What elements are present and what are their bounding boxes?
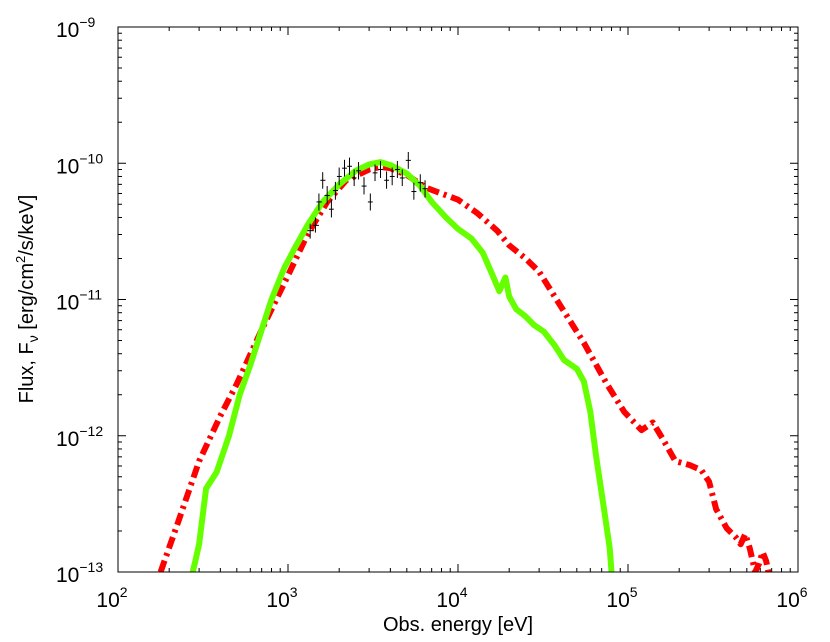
data-point <box>417 174 423 192</box>
data-point <box>320 172 326 189</box>
x-tick-label-exp: 3 <box>290 584 298 600</box>
data-point <box>328 199 334 218</box>
data-point <box>384 171 390 189</box>
y-axis-label-main: Flux, F <box>16 342 38 403</box>
plot-frame <box>117 26 799 573</box>
data-point <box>347 157 353 175</box>
y-axis-label: Flux, Fν [erg/cm2/s/keV] <box>13 195 41 404</box>
x-tick-label-base: 10 <box>96 589 119 612</box>
x-tick-label: 102 <box>96 584 127 612</box>
y-tick-label-exp: −9 <box>79 14 95 30</box>
data-point <box>399 169 405 187</box>
y-tick-label: 10−10 <box>56 150 103 178</box>
data-point <box>372 164 378 182</box>
data-point <box>394 160 400 178</box>
y-tick-label-exp: −12 <box>79 423 103 439</box>
y-tick-label: 10−9 <box>56 14 96 42</box>
data-point <box>389 167 395 186</box>
x-tick-labels: 102 103 104 105 106 <box>96 584 807 612</box>
y-tick-label-exp: −13 <box>79 559 103 575</box>
x-tick-label-base: 10 <box>776 589 799 612</box>
x-tick-label-exp: 2 <box>120 584 128 600</box>
x-tick-label-exp: 6 <box>800 584 808 600</box>
y-axis-label-unit-a: [erg/cm <box>16 263 38 335</box>
data-point <box>378 160 383 178</box>
x-tick-label: 103 <box>266 584 297 612</box>
x-tick-label-exp: 4 <box>460 584 468 600</box>
data-points-layer <box>307 151 428 239</box>
data-point <box>411 182 417 200</box>
x-tick-label-base: 10 <box>436 589 459 612</box>
data-point <box>307 223 314 239</box>
y-tick-label-base: 10 <box>56 19 79 42</box>
data-point <box>324 186 330 205</box>
data-point <box>405 151 411 169</box>
data-point <box>312 217 319 233</box>
x-tick-label-base: 10 <box>266 589 289 612</box>
x-tick-label-base: 10 <box>606 589 629 612</box>
y-tick-label-base: 10 <box>56 564 79 587</box>
data-point <box>342 159 347 177</box>
x-tick-label: 105 <box>606 584 637 612</box>
y-axis-label-sup: 2 <box>13 256 28 263</box>
x-axis-label: Obs. energy [eV] <box>383 614 533 636</box>
y-tick-label: 10−13 <box>56 559 103 587</box>
y-axis-label-sub: ν <box>25 335 41 342</box>
series-model-red-dashdot <box>157 163 772 572</box>
x-tick-label: 106 <box>776 584 807 612</box>
data-point <box>356 162 362 180</box>
y-tick-label-exp: −10 <box>79 150 103 166</box>
y-tick-label-exp: −11 <box>79 287 102 303</box>
data-point <box>333 181 339 200</box>
data-point <box>316 193 322 211</box>
series-layer <box>157 159 772 572</box>
data-point <box>361 177 367 195</box>
y-tick-label: 10−11 <box>56 287 102 315</box>
y-axis-label-unit-b: /s/keV] <box>16 195 38 256</box>
data-point <box>422 180 428 198</box>
y-tick-label-base: 10 <box>56 428 79 451</box>
y-tick-label-base: 10 <box>56 155 79 178</box>
x-tick-label: 104 <box>436 584 467 612</box>
data-point <box>351 169 357 187</box>
x-tick-label-exp: 5 <box>630 584 638 600</box>
series-model-green-solid <box>189 159 615 572</box>
data-point <box>336 167 342 186</box>
data-point <box>367 193 373 211</box>
y-tick-label: 10−12 <box>56 423 103 451</box>
y-tick-label-base: 10 <box>56 292 79 315</box>
